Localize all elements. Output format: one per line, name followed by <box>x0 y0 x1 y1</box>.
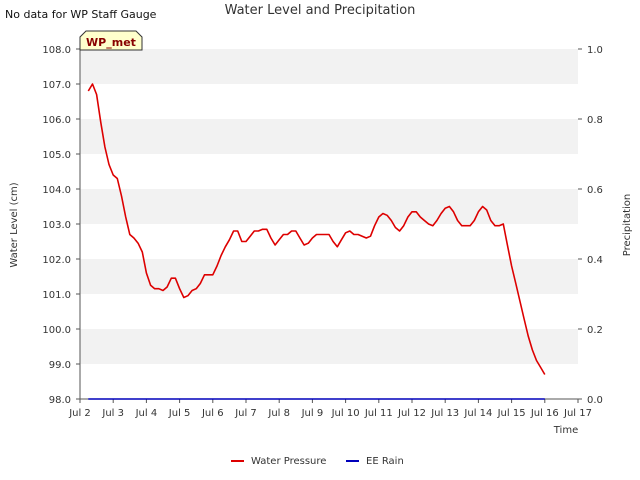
series-group <box>87 83 546 400</box>
x-tick-label: Jul 5 <box>168 408 191 419</box>
y-tick-label: 108.0 <box>42 45 71 56</box>
y-tick-label: 98.0 <box>49 395 71 406</box>
grid-band <box>80 49 578 84</box>
grid-band <box>80 189 578 224</box>
legend-label-water-pressure: Water Pressure <box>251 456 326 467</box>
x-tick-label: Jul 11 <box>364 408 393 419</box>
grid-band <box>80 119 578 154</box>
chart-title: Water Level and Precipitation <box>224 3 416 18</box>
grid-band <box>80 329 578 364</box>
y-right-tick-label: 1.0 <box>587 45 603 56</box>
y-tick-label: 105.0 <box>42 150 71 161</box>
x-tick-label: Jul 12 <box>397 408 426 419</box>
x-tick-label: Jul 3 <box>101 408 124 419</box>
x-tick-label: Jul 10 <box>331 408 360 419</box>
legend-label-ee-rain: EE Rain <box>366 456 404 467</box>
y-axis-right-label: Precipitation <box>622 194 633 257</box>
y-tick-label: 103.0 <box>42 220 71 231</box>
grid-band <box>80 364 578 399</box>
y-tick-label: 101.0 <box>42 290 71 301</box>
y-tick-label: 100.0 <box>42 325 71 336</box>
x-tick-label: Jul 6 <box>201 408 224 419</box>
legend: Water Pressure EE Rain <box>231 456 404 467</box>
background-bands <box>80 49 578 399</box>
site-label: WP_met <box>79 30 143 51</box>
y-right-tick-label: 0.6 <box>587 185 603 196</box>
y-tick-label: 106.0 <box>42 115 71 126</box>
y-axis-label: Water Level (cm) <box>9 182 20 267</box>
y-right-tick-label: 0.2 <box>587 325 603 336</box>
x-tick-label: Jul 17 <box>563 408 592 419</box>
x-tick-label: Jul 7 <box>234 408 257 419</box>
grid-band <box>80 84 578 119</box>
site-label-text: WP_met <box>86 36 136 49</box>
series-line-water-pressure <box>87 83 546 375</box>
y-axis-right-ticks: 0.0 0.2 0.4 0.6 0.8 1.0 <box>578 45 603 406</box>
grid-band <box>80 259 578 294</box>
x-tick-label: Jul 16 <box>530 408 559 419</box>
y-tick-label: 102.0 <box>42 255 71 266</box>
y-tick-label: 99.0 <box>49 360 71 371</box>
x-tick-label: Jul 9 <box>301 408 324 419</box>
x-tick-label: Jul 8 <box>267 408 290 419</box>
grid-band <box>80 294 578 329</box>
y-right-tick-label: 0.4 <box>587 255 603 266</box>
x-tick-label: Jul 13 <box>430 408 459 419</box>
x-axis-ticks: Jul 2 Jul 3 Jul 4 Jul 5 Jul 6 Jul 7 Jul 8 Jul 9… <box>68 399 592 419</box>
grid-band <box>80 154 578 189</box>
y-right-tick-label: 0.0 <box>587 395 603 406</box>
grid-band <box>80 224 578 259</box>
y-right-tick-label: 0.8 <box>587 115 603 126</box>
x-tick-label: Jul 15 <box>497 408 526 419</box>
y-tick-label: 104.0 <box>42 185 71 196</box>
no-data-note: No data for WP Staff Gauge <box>5 8 157 21</box>
site-label-box <box>79 30 143 51</box>
y-tick-label: 107.0 <box>42 80 71 91</box>
x-tick-label: Jul 14 <box>463 408 492 419</box>
x-tick-label: Jul 2 <box>68 408 91 419</box>
x-tick-label: Jul 4 <box>135 408 158 419</box>
x-axis-label: Time <box>553 425 578 436</box>
y-axis-ticks: 98.0 99.0 100.0 101.0 102.0 103.0 104.0 105.0 10… <box>42 45 80 406</box>
